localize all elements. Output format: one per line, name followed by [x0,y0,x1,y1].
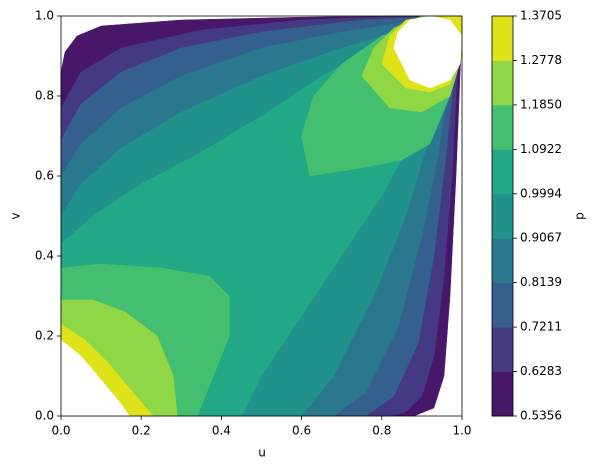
colorbar-band [492,327,513,373]
x-tick-label: 0.6 [292,424,311,438]
x-tick-label: 0.0 [51,424,70,438]
colorbar-tick-label: 0.9067 [520,231,562,245]
colorbar-tick-label: 1.0922 [520,142,562,156]
y-tick-label: 0.2 [35,329,54,343]
colorbar-label: p [573,212,587,220]
colorbar-band [492,16,513,61]
colorbar-tick-label: 0.8139 [520,275,562,289]
colorbar-tick-label: 0.7211 [520,320,562,334]
colorbar-tick-label: 0.6283 [520,364,562,378]
colorbar-band [492,60,513,106]
y-tick-label: 0.6 [35,169,54,183]
colorbar-tick-label: 0.5356 [520,409,562,423]
colorbar-tick-label: 1.1850 [520,97,562,111]
colorbar-band [492,193,513,239]
x-axis-label: u [258,446,266,460]
y-tick-label: 0.8 [35,89,54,103]
colorbar-tick-label: 1.2778 [520,53,562,67]
x-tick-label: 0.2 [132,424,151,438]
plot-frame [60,15,463,417]
y-tick-label: 0.0 [35,409,54,423]
y-tick-label: 0.4 [35,249,54,263]
colorbar-band [492,282,513,328]
x-tick-label: 0.8 [372,424,391,438]
colorbar-band [492,104,513,150]
colorbar-frame [491,15,514,417]
colorbar-tick-label: 1.3705 [520,9,562,23]
colorbar-band [492,149,513,195]
x-tick-label: 0.4 [212,424,231,438]
x-tick-label: 1.0 [452,424,471,438]
colorbar-band [492,371,513,417]
colorbar-band [492,238,513,284]
y-tick-label: 1.0 [35,9,54,23]
y-axis-label: v [9,212,23,219]
colorbar-tick-label: 0.9994 [520,186,562,200]
